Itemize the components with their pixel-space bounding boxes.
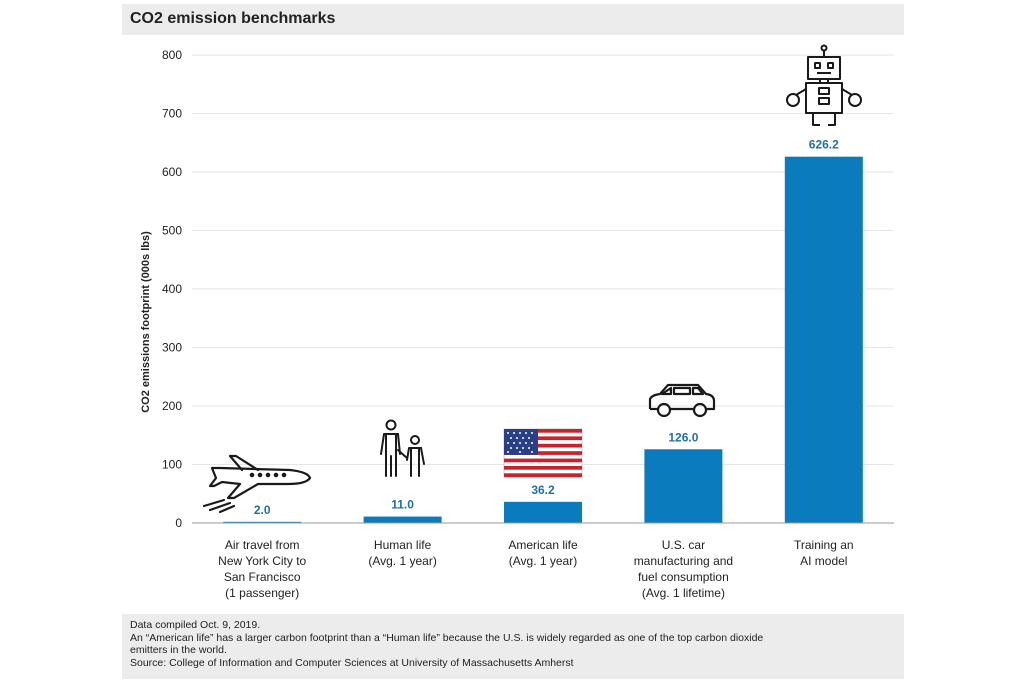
category-label: American life (Avg. 1 year) (508, 538, 578, 568)
people-icon (380, 419, 425, 477)
y-tick-label: 600 (162, 165, 182, 179)
value-label: 126.0 (668, 430, 698, 444)
category-labels: Air travel from New York City to San Franc… (218, 538, 853, 600)
value-label: 36.2 (531, 483, 555, 497)
category-label-line: manufacturing and (634, 554, 733, 568)
category-label-line: Human life (374, 538, 432, 552)
bar (784, 156, 863, 523)
y-tick-label: 800 (162, 48, 182, 62)
us-flag-icon (503, 428, 583, 478)
category-label: Air travel from New York City to San Franc… (218, 538, 306, 600)
category-label-line: fuel consumption (638, 570, 729, 584)
chart-title: CO2 emission benchmarks (130, 10, 336, 27)
note-date: Data compiled Oct. 9, 2019. (130, 619, 261, 631)
value-label: 626.2 (809, 138, 839, 152)
robot-icon (786, 44, 862, 126)
bars (223, 156, 863, 523)
airplane-icon (202, 454, 312, 514)
note-explanation: An “American life” has a larger carbon f… (130, 631, 764, 644)
footnotes: Data compiled Oct. 9, 2019. An “American… (122, 614, 904, 679)
bar-chart: 0 100 200 300 400 500 600 700 800 CO2 emissions … (140, 44, 894, 600)
category-label-line: (1 passenger) (225, 586, 299, 600)
y-tick-label: 400 (162, 282, 182, 296)
y-axis-label: CO2 emissions footprint (000s lbs) (140, 231, 152, 413)
category-label-line: San Francisco (224, 570, 301, 584)
category-label: U.S. car manufacturing and fuel consumptio… (634, 538, 733, 600)
y-tick-label: 300 (162, 341, 182, 355)
category-label-line: Air travel from (225, 538, 300, 552)
category-label-line: New York City to (218, 554, 306, 568)
value-label: 11.0 (391, 498, 414, 512)
title-bar: CO2 emission benchmarks (122, 4, 904, 35)
bar (504, 501, 582, 523)
category-label-line: American life (508, 538, 578, 552)
category-label-line: (Avg. 1 year) (368, 554, 436, 568)
category-label-line: AI model (800, 554, 847, 568)
y-tick-label: 0 (175, 516, 182, 530)
category-label: Human life (Avg. 1 year) (368, 538, 436, 568)
gridlines (192, 54, 894, 465)
y-tick-label: 700 (162, 107, 182, 121)
note-explanation-cont: emitters in the world. (130, 644, 227, 656)
note-source: Source: College of Information and Compu… (130, 656, 574, 669)
category-label-line: (Avg. 1 year) (509, 554, 577, 568)
category-label-line: U.S. car (662, 538, 705, 552)
car-icon (648, 383, 716, 418)
y-tick-labels: 0 100 200 300 400 500 600 700 800 (162, 48, 182, 530)
category-label: Training an AI model (794, 538, 854, 568)
value-labels: 2.0 11.0 36.2 126.0 626.2 (254, 138, 839, 517)
y-tick-label: 200 (162, 399, 182, 413)
bar (363, 516, 442, 523)
y-tick-label: 500 (162, 224, 182, 238)
bar (223, 521, 302, 523)
chart-card: CO2 emission benchmarks 0 100 200 300 400 500… (122, 4, 904, 679)
category-label-line: Training an (794, 538, 854, 552)
y-tick-label: 100 (162, 458, 182, 472)
value-label: 2.0 (254, 503, 271, 517)
category-label-line: (Avg. 1 lifetime) (642, 586, 725, 600)
bar (644, 449, 723, 523)
